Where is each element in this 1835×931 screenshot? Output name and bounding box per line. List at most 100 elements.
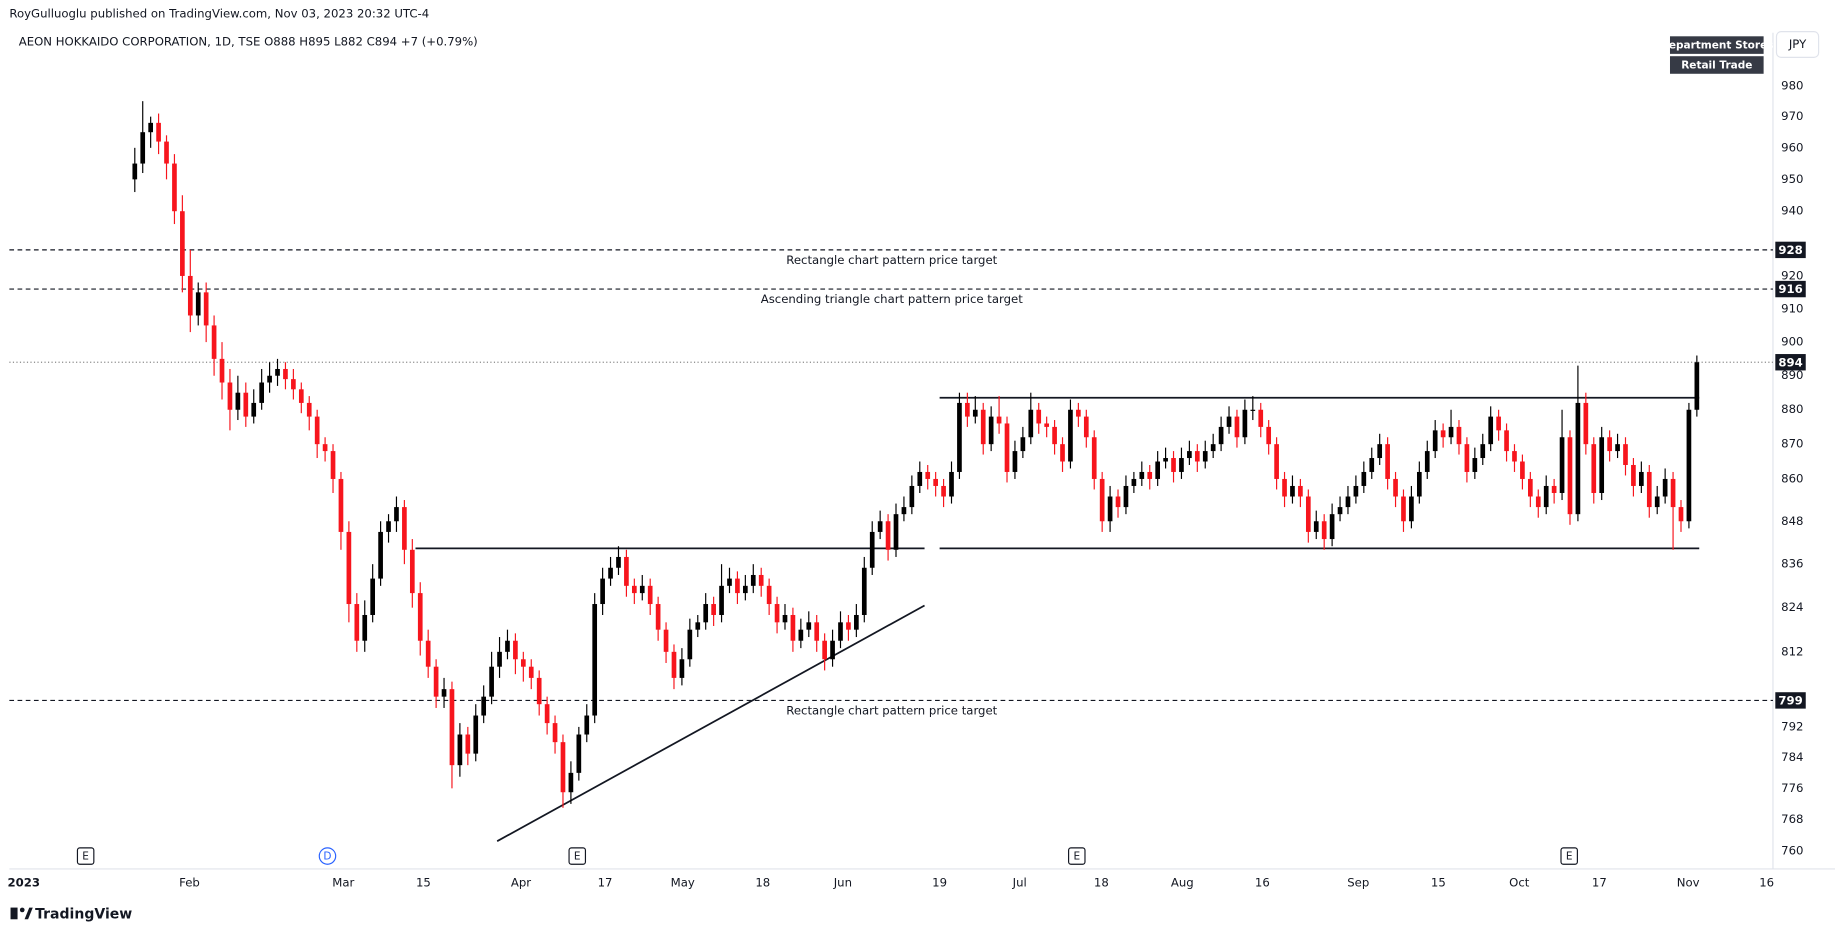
event-marker [318, 847, 337, 865]
candle-body [457, 734, 463, 766]
y-tick-label: 870 [1781, 437, 1803, 451]
candle-body [1305, 496, 1311, 532]
candle-body [1076, 409, 1081, 417]
candle-body [513, 640, 518, 660]
candle-body [1440, 430, 1446, 438]
candle-body [1044, 423, 1049, 427]
candle-body [743, 585, 748, 594]
candle-body [330, 451, 336, 479]
candle-body [1591, 444, 1597, 493]
candle-body [1187, 451, 1192, 459]
candle-body [1036, 409, 1042, 424]
candle-body [568, 772, 574, 793]
y-tick-label: 860 [1781, 471, 1803, 485]
y-tick-label: 836 [1781, 557, 1803, 571]
trend-line [496, 604, 925, 842]
candle-body [1250, 409, 1256, 411]
candle-body [1607, 437, 1612, 452]
candle-body [711, 604, 716, 615]
y-tick-label: 812 [1781, 644, 1803, 658]
candle-body [449, 689, 455, 766]
candle-body [187, 275, 193, 316]
y-tick-label: 920 [1781, 268, 1803, 282]
candle-body [782, 614, 788, 623]
candle-body [1678, 507, 1684, 522]
candle-body [354, 604, 360, 641]
y-tick-label: 776 [1781, 781, 1803, 795]
y-tick-label: 768 [1781, 812, 1803, 826]
y-tick-label: 910 [1781, 301, 1803, 315]
brand: TradingView [35, 907, 132, 923]
candle-body [1496, 416, 1501, 431]
candle-body [409, 549, 415, 594]
candle-body [203, 292, 209, 326]
candle-body [306, 402, 312, 417]
currency-button[interactable] [1775, 31, 1820, 58]
candle-body [1282, 478, 1287, 497]
y-tick-label: 940 [1781, 204, 1803, 218]
candle-body [394, 507, 399, 522]
candle-body [1369, 458, 1375, 472]
price-label: 894 [1778, 355, 1802, 369]
candle-body [1504, 430, 1509, 452]
candle-body [283, 368, 288, 380]
x-tick-label: 19 [932, 875, 947, 889]
candle-body [854, 614, 859, 630]
candle-body [1615, 444, 1620, 452]
candle-body [1202, 451, 1208, 462]
candle-body [1599, 437, 1605, 493]
candle-body [1559, 437, 1565, 493]
price-label-bg [1775, 241, 1806, 259]
candle-body [235, 392, 241, 410]
candle-body [322, 444, 328, 452]
candle-body [1123, 485, 1129, 508]
candle-body [132, 163, 138, 180]
candle-body [1385, 444, 1390, 479]
event-marker [1560, 847, 1578, 865]
x-tick-label: Mar [332, 875, 354, 889]
event-marker [76, 847, 95, 865]
candle-body [1321, 521, 1327, 540]
currency: JPY [1788, 37, 1807, 51]
y-tick-label: 970 [1781, 109, 1803, 123]
x-tick-label: 16 [1255, 875, 1270, 889]
candle-body [243, 392, 249, 417]
x-tick-label: Jun [833, 875, 852, 889]
y-tick-label: 890 [1781, 368, 1803, 382]
x-tick-label: 15 [416, 875, 431, 889]
candle-body [1409, 496, 1414, 522]
candle-body [1623, 444, 1628, 465]
candle-body [988, 416, 994, 445]
candle-body [465, 734, 471, 754]
y-tick-label: 900 [1781, 335, 1803, 349]
candle-body [441, 689, 447, 697]
candle-body [1488, 416, 1494, 445]
candle-body [536, 677, 542, 705]
candle-body [195, 292, 201, 316]
x-tick-label: Sep [1347, 875, 1369, 889]
candle-body [489, 666, 494, 697]
candle-body [378, 531, 383, 579]
event-marker [568, 847, 587, 865]
candle-body [1218, 426, 1224, 445]
candle-body [1393, 478, 1398, 497]
candle-body [639, 585, 645, 594]
candle-body [338, 478, 344, 532]
candle-body [965, 402, 970, 417]
price-label-bg [1775, 692, 1806, 709]
candle-body [1551, 485, 1557, 493]
candle-body [663, 629, 669, 652]
candle-body [893, 514, 899, 550]
candle-body [766, 585, 772, 605]
candle-body [1345, 496, 1351, 508]
publisher: RoyGulluoglu published on TradingView.co… [9, 7, 429, 21]
candle-body [140, 132, 146, 164]
candle-body [1377, 444, 1383, 459]
x-tick-label: Nov [1677, 875, 1700, 889]
candle-body [576, 734, 582, 773]
candle-body [703, 604, 709, 623]
candle-body [861, 567, 867, 615]
candle-body [386, 521, 391, 532]
candle-body [148, 122, 153, 133]
